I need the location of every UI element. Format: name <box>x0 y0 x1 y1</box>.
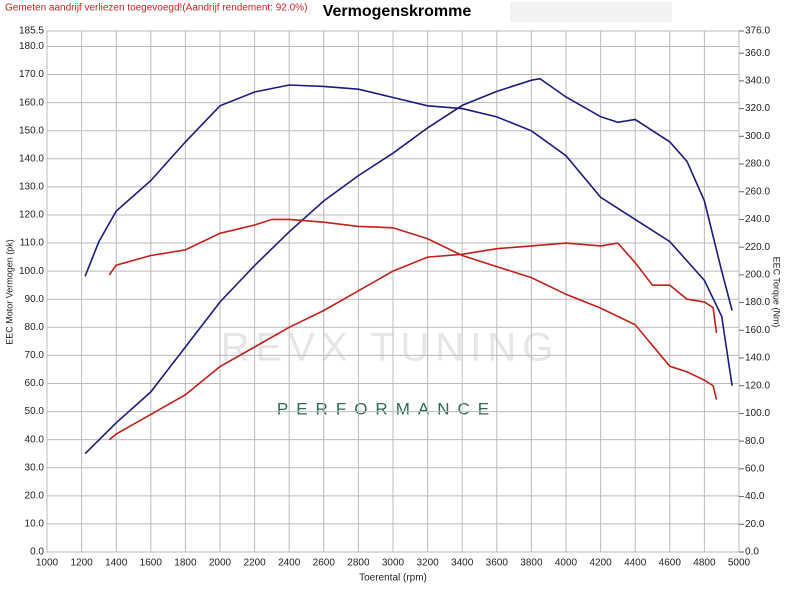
series-line <box>108 242 718 441</box>
x-tick-label: 1400 <box>105 558 128 569</box>
y-tick-label: 0.0 <box>30 547 44 558</box>
x-tick-label: 1000 <box>36 558 59 569</box>
x-tick-label: 3600 <box>486 558 509 569</box>
x-tick-label: 2800 <box>347 558 370 569</box>
y2-tick-label: 0.0 <box>745 547 759 558</box>
y2-tick-label: 100.0 <box>745 408 770 419</box>
y2-tick-label: 200.0 <box>745 270 770 281</box>
x-tick-label: 1800 <box>174 558 197 569</box>
y2-tick-label: 140.0 <box>745 353 770 364</box>
x-tick-label: 5000 <box>728 558 751 569</box>
y2-tick-label: 220.0 <box>745 242 770 253</box>
y-tick-label: 60.0 <box>25 378 45 389</box>
x-tick-label: 4600 <box>659 558 682 569</box>
y2-tick-label: 280.0 <box>745 159 770 170</box>
y-tick-label: 110.0 <box>20 238 45 249</box>
blank-box <box>510 2 672 22</box>
y2-tick-label: 40.0 <box>745 491 765 502</box>
y2-tick-label: 376.0 <box>745 26 770 37</box>
y-tick-label: 70.0 <box>25 350 45 361</box>
y2-axis-label: EEC Torque (Nm) <box>772 257 782 328</box>
y-axis-label: EEC Motor Vermogen (pk) <box>4 239 14 345</box>
watermark: PERFORMANCE <box>277 399 497 418</box>
x-tick-label: 3400 <box>451 558 474 569</box>
y2-tick-label: 360.0 <box>745 48 770 59</box>
series-line <box>84 77 733 455</box>
y-tick-label: 120.0 <box>19 210 44 221</box>
y2-tick-label: 320.0 <box>745 103 770 114</box>
y-tick-label: 50.0 <box>25 406 45 417</box>
x-tick-label: 2400 <box>278 558 301 569</box>
y2-tick-label: 240.0 <box>745 214 770 225</box>
y-tick-label: 140.0 <box>19 153 44 164</box>
y-tick-label: 185.5 <box>19 26 44 37</box>
y-tick-label: 160.0 <box>19 97 44 108</box>
series-line <box>108 218 718 400</box>
y2-tick-label: 340.0 <box>745 76 770 87</box>
x-tick-label: 4000 <box>555 558 578 569</box>
x-tick-label: 4200 <box>589 558 612 569</box>
watermark: REVX TUNING <box>221 326 560 370</box>
y2-tick-label: 60.0 <box>745 464 765 475</box>
y2-tick-label: 260.0 <box>745 186 770 197</box>
x-tick-label: 3000 <box>382 558 405 569</box>
x-tick-label: 1600 <box>140 558 163 569</box>
chart-title: Vermogenskromme <box>323 3 472 20</box>
y-tick-label: 170.0 <box>19 69 44 80</box>
x-tick-label: 4400 <box>624 558 647 569</box>
y2-tick-label: 120.0 <box>745 380 770 391</box>
y2-tick-label: 180.0 <box>745 297 770 308</box>
y-tick-label: 130.0 <box>19 182 44 193</box>
y-tick-label: 180.0 <box>19 41 44 52</box>
y-tick-label: 90.0 <box>25 294 45 305</box>
y-tick-label: 40.0 <box>25 434 45 445</box>
x-tick-label: 2000 <box>209 558 232 569</box>
y2-tick-label: 160.0 <box>745 325 770 336</box>
x-tick-label: 4800 <box>693 558 716 569</box>
x-tick-label: 3800 <box>520 558 543 569</box>
y2-tick-label: 20.0 <box>745 519 765 530</box>
series-line <box>84 84 733 386</box>
x-axis-label: Toerental (rpm) <box>359 573 427 584</box>
y-tick-label: 100.0 <box>19 266 44 277</box>
y2-tick-label: 300.0 <box>745 131 770 142</box>
x-tick-label: 3200 <box>416 558 439 569</box>
y-tick-label: 20.0 <box>25 490 45 501</box>
y-tick-label: 80.0 <box>25 322 45 333</box>
x-tick-label: 2600 <box>313 558 336 569</box>
y2-tick-label: 80.0 <box>745 436 765 447</box>
x-tick-label: 1200 <box>70 558 93 569</box>
y-tick-label: 30.0 <box>25 462 45 473</box>
note: Gemeten aandrijf verliezen toegevoegd!(A… <box>5 3 307 14</box>
y-tick-label: 150.0 <box>19 125 44 136</box>
y-tick-label: 10.0 <box>25 519 45 530</box>
x-tick-label: 2200 <box>243 558 266 569</box>
